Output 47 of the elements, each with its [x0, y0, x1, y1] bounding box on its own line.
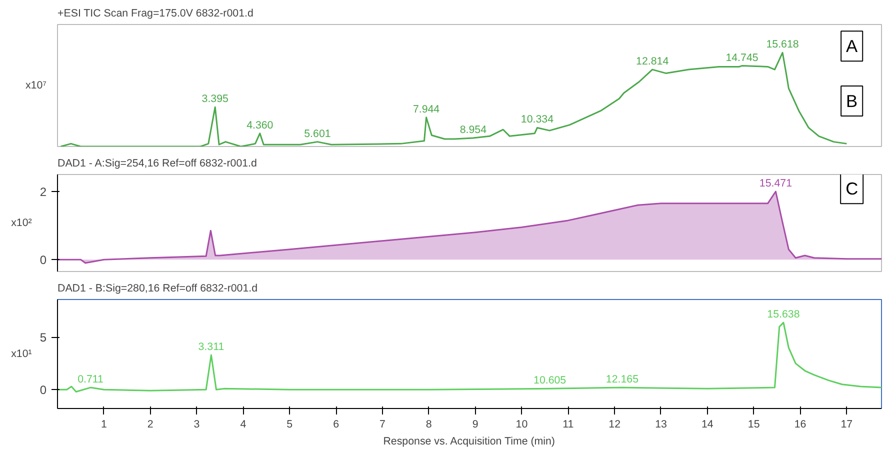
x-tick-label: 12 [608, 418, 621, 430]
y-tick-label: 2 [40, 185, 47, 200]
x-axis-title: Response vs. Acquisition Time (min) [383, 436, 555, 448]
annotation: 10.605 [534, 374, 566, 387]
annotation: 14.745 [726, 52, 758, 64]
annotation: 7.944 [412, 103, 440, 116]
x-tick-label: 9 [472, 418, 478, 430]
chart-title: +ESI TIC Scan Frag=175.0V 6832-r001.d [58, 8, 254, 20]
y-axis-title: x10² [11, 217, 32, 229]
x-tick-label: 17 [840, 418, 853, 430]
annotation: 12.814 [636, 56, 669, 68]
x-tick-label: 6 [333, 418, 340, 430]
annotation: A [846, 36, 858, 56]
x-tick-label: 13 [655, 418, 667, 430]
x-tick-label: 14 [701, 418, 714, 430]
annotation: C [846, 178, 858, 199]
chart-title: DAD1 - A:Sig=254,16 Ref=off 6832-r001.d [58, 158, 258, 170]
x-tick-label: 5 [286, 418, 293, 430]
x-tick-label: 1 [100, 418, 107, 430]
x-tick-label: 4 [240, 418, 246, 430]
x-tick-label: 8 [426, 418, 432, 430]
annotation: 4.360 [246, 119, 274, 132]
annotation: 10.334 [520, 114, 554, 126]
y-tick-label: 0 [40, 383, 47, 398]
x-tick-label: 16 [794, 418, 806, 430]
y-tick-label: 5 [40, 330, 47, 345]
y-tick-label: 0 [40, 253, 47, 268]
chart-title: DAD1 - B:Sig=280,16 Ref=off 6832-r001.d [58, 282, 258, 294]
x-tick-label: 11 [562, 418, 574, 430]
annotation: 5.601 [304, 128, 331, 140]
annotation: B [846, 91, 858, 111]
y-axis-title: x10¹ [11, 348, 32, 360]
y-axis-title: x10⁷ [25, 80, 47, 92]
line-series [58, 322, 882, 392]
annotation: 15.471 [759, 178, 792, 190]
annotation: 3.395 [202, 93, 229, 106]
annotation: 3.311 [198, 341, 224, 354]
x-tick-label: 15 [748, 418, 760, 430]
x-tick-label: 10 [516, 418, 528, 430]
annotation: 8.954 [460, 124, 487, 136]
x-tick-label: 7 [379, 418, 386, 430]
annotation: 12.165 [606, 374, 639, 386]
annotation: 0.711 [78, 374, 104, 386]
x-tick-label: 3 [194, 418, 200, 430]
x-tick-label: 2 [147, 418, 154, 430]
annotation: 15.638 [767, 308, 800, 321]
annotation: 15.618 [766, 38, 799, 51]
